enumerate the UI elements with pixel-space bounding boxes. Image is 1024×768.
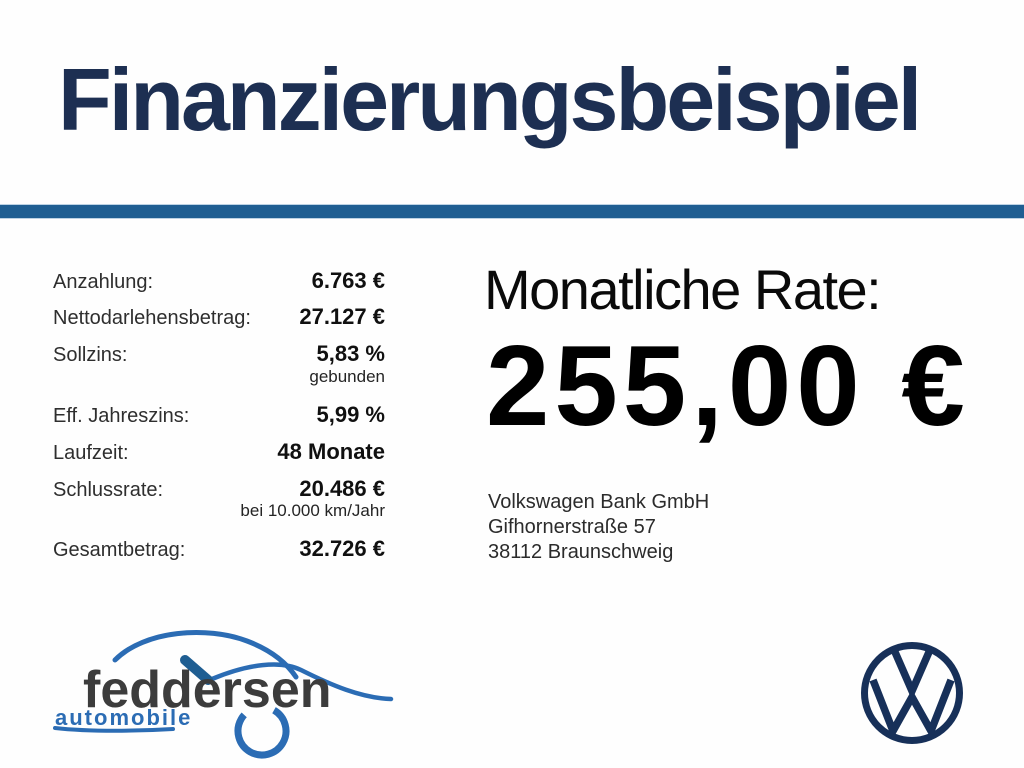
bank-street: Gifhornerstraße 57 bbox=[488, 516, 656, 538]
finance-row-gesamtbetrag: Gesamtbetrag: 32.726 € bbox=[53, 536, 385, 562]
bank-name: Volkswagen Bank GmbH bbox=[488, 491, 710, 513]
row-label: Laufzeit: bbox=[53, 442, 129, 464]
row-value: 32.726 € bbox=[299, 536, 385, 561]
row-label: Gesamtbetrag: bbox=[53, 539, 186, 561]
row-note-gebunden: gebunden bbox=[309, 367, 385, 386]
row-value: 20.486 € bbox=[299, 476, 385, 501]
row-label: Anzahlung: bbox=[53, 271, 154, 293]
row-label: Nettodarlehensbetrag: bbox=[53, 307, 251, 329]
row-label: Schlussrate: bbox=[53, 479, 164, 501]
dealer-name-text: feddersen bbox=[83, 661, 332, 719]
row-value: 6.763 € bbox=[311, 268, 385, 293]
dealer-logo: feddersen automobile bbox=[45, 618, 395, 763]
row-label: Eff. Jahreszins: bbox=[53, 405, 190, 427]
row-note-km-jahr: bei 10.000 km/Jahr bbox=[240, 501, 385, 520]
finance-row-eff-jahreszins: Eff. Jahreszins: 5,99 % bbox=[53, 402, 385, 428]
vw-logo-icon bbox=[861, 642, 963, 744]
bank-city: 38112 Braunschweig bbox=[488, 541, 674, 563]
page-title: Finanzierungsbeispiel bbox=[58, 50, 922, 149]
feddersen-car-sketch-icon: feddersen automobile bbox=[53, 630, 394, 759]
finance-row-schlussrate: Schlussrate: 20.486 € bbox=[53, 476, 385, 502]
finance-row-anzahlung: Anzahlung: 6.763 € bbox=[53, 268, 385, 294]
row-value: 48 Monate bbox=[277, 439, 385, 464]
row-value: 5,99 % bbox=[316, 402, 386, 427]
finance-row-laufzeit: Laufzeit: 48 Monate bbox=[53, 439, 385, 465]
row-label: Sollzins: bbox=[53, 344, 128, 366]
finance-row-nettodarlehensbetrag: Nettodarlehensbetrag: 27.127 € bbox=[53, 304, 385, 330]
monthly-rate-value: 255,00 € bbox=[486, 323, 970, 450]
finance-row-sollzins: Sollzins: 5,83 % bbox=[53, 341, 385, 367]
divider-bar bbox=[0, 205, 1024, 218]
dealer-subtitle-text: automobile bbox=[55, 705, 192, 730]
bank-address: Volkswagen Bank GmbH Gifhornerstraße 57 … bbox=[488, 490, 709, 565]
monthly-rate-label: Monatliche Rate: bbox=[484, 258, 882, 321]
row-value: 27.127 € bbox=[299, 304, 385, 329]
brand-logo bbox=[860, 641, 964, 745]
row-value: 5,83 % bbox=[316, 341, 386, 366]
